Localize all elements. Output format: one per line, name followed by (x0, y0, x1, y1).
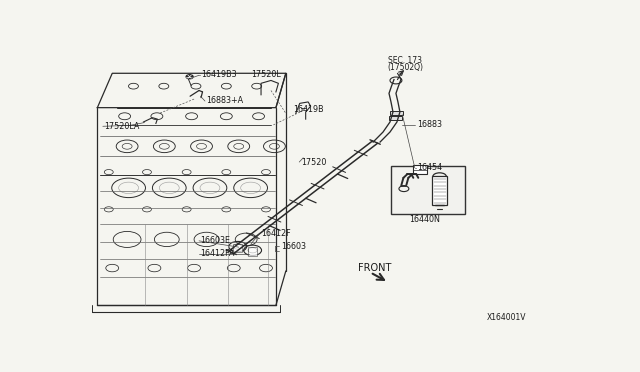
Text: 16412F: 16412F (261, 229, 291, 238)
Text: SEC. 173: SEC. 173 (388, 56, 422, 65)
Text: 16883: 16883 (417, 121, 442, 129)
Text: 16412FA: 16412FA (200, 249, 234, 258)
Text: 16603E: 16603E (200, 236, 230, 246)
Text: 17520LA: 17520LA (104, 122, 139, 131)
Text: FRONT: FRONT (358, 263, 391, 273)
Bar (392, 166, 465, 214)
Bar (248, 247, 257, 256)
Text: 16419B: 16419B (293, 105, 324, 113)
Text: 17520L: 17520L (251, 70, 281, 79)
Text: X164001V: X164001V (487, 313, 526, 322)
Bar (432, 176, 447, 205)
Text: 16440N: 16440N (410, 215, 440, 224)
Text: (17502Q): (17502Q) (388, 63, 424, 72)
Circle shape (186, 75, 193, 79)
Text: 16603: 16603 (281, 242, 306, 251)
Bar (390, 111, 403, 115)
Bar (233, 244, 242, 252)
Text: 16419B3: 16419B3 (202, 70, 237, 79)
Bar (413, 165, 428, 174)
Text: 16883+A: 16883+A (207, 96, 244, 105)
Text: 17520: 17520 (301, 158, 326, 167)
Bar (388, 116, 402, 120)
Text: 16454: 16454 (417, 163, 442, 172)
